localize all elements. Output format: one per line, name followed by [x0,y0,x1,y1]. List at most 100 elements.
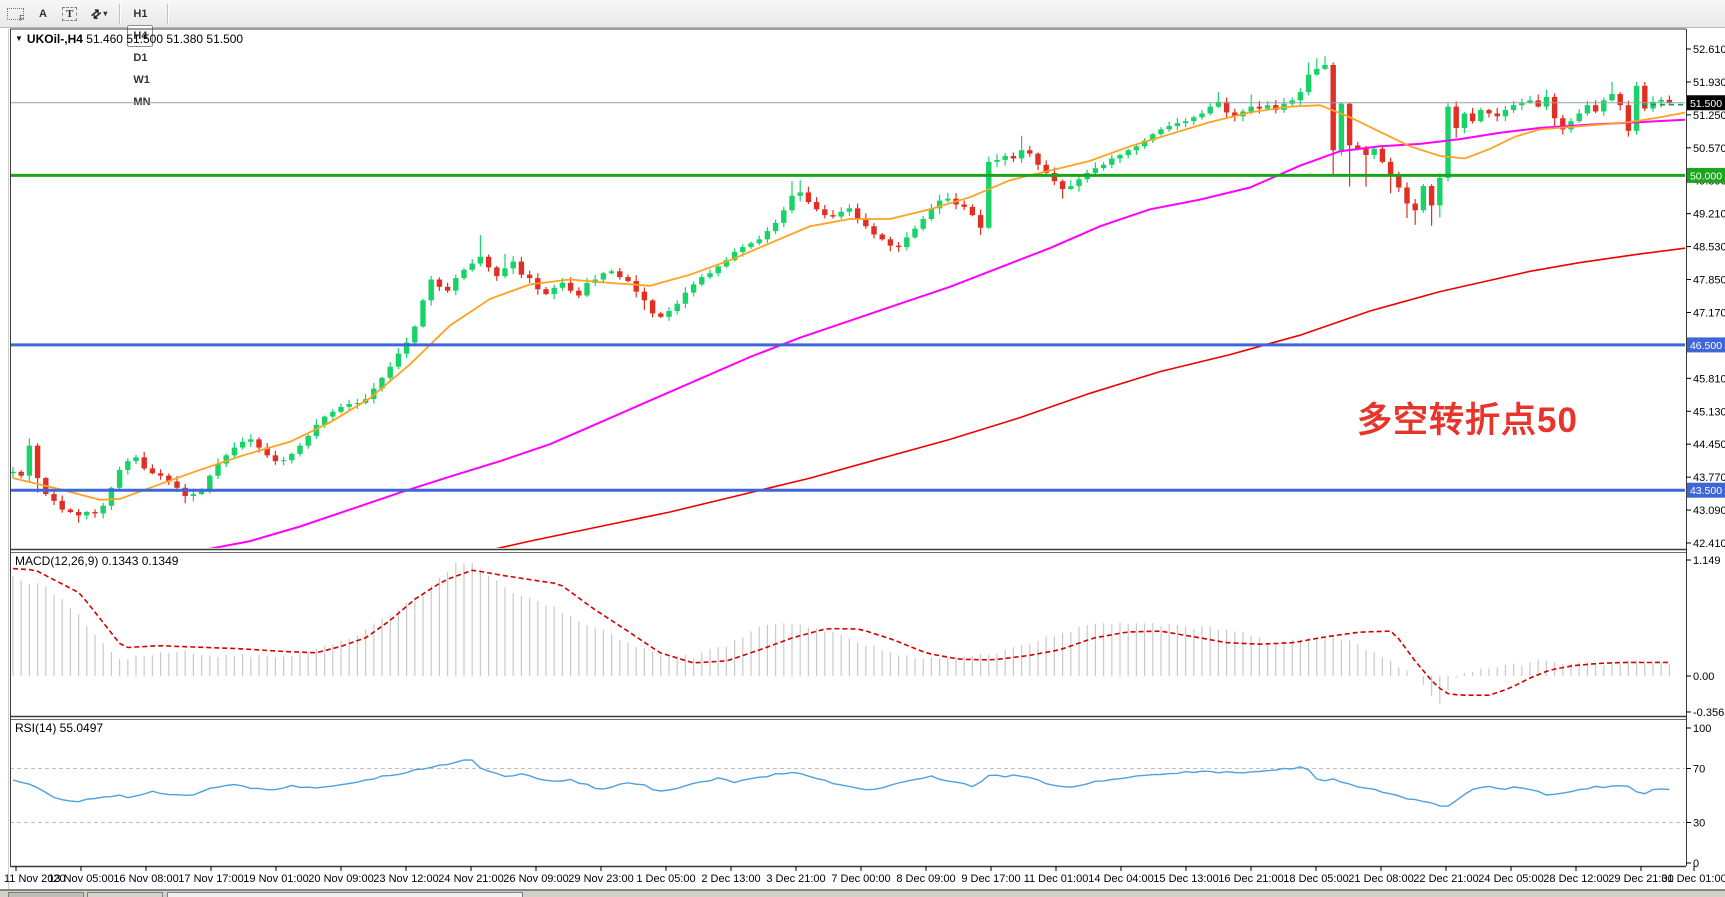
chart-tab[interactable] [8,892,84,897]
svg-text:29 Dec 21:00: 29 Dec 21:00 [1608,873,1673,885]
svg-text:44.450: 44.450 [1693,439,1725,451]
svg-text:17 Nov 17:00: 17 Nov 17:00 [178,873,243,885]
svg-text:43.090: 43.090 [1693,505,1725,517]
main-chart-panel[interactable] [10,56,1686,559]
arrange-windows-button[interactable]: ⇄ ▾ [85,3,113,25]
text-box-icon: T [62,6,78,21]
grid-f-glyph: F [19,13,24,23]
ma-slow-red-line [495,247,1685,548]
svg-text:70: 70 [1693,764,1705,776]
chevron-down-icon: ▾ [103,9,108,18]
svg-text:49.210: 49.210 [1693,209,1725,221]
svg-text:16 Dec 21:00: 16 Dec 21:00 [1218,873,1283,885]
annotation-text: 多空转折点50 [1357,401,1578,440]
svg-text:21 Dec 08:00: 21 Dec 08:00 [1348,873,1413,885]
svg-text:29 Nov 23:00: 29 Nov 23:00 [568,873,633,885]
svg-text:51.500: 51.500 [1690,98,1722,110]
svg-text:16 Nov 08:00: 16 Nov 08:00 [113,873,178,885]
macd-indicator-label: MACD(12,26,9) 0.1343 0.1349 [15,554,179,568]
svg-text:9 Dec 17:00: 9 Dec 17:00 [961,873,1020,885]
svg-text:1.149: 1.149 [1693,555,1721,567]
svg-text:52.610: 52.610 [1693,44,1725,56]
timeframe-button-H1[interactable]: H1 [127,3,153,25]
svg-text:45.810: 45.810 [1693,373,1725,385]
text-box-button[interactable]: T [56,3,83,25]
svg-text:51.250: 51.250 [1693,110,1725,122]
rsi-indicator-label: RSI(14) 55.0497 [15,721,104,735]
toolbar-separator [166,3,169,24]
toolbar-separator [119,3,122,24]
price-box-50.000 [1687,167,1725,183]
macd-signal-line [12,567,1670,697]
svg-text:24 Nov 21:00: 24 Nov 21:00 [438,873,503,885]
svg-text:45.130: 45.130 [1693,406,1725,418]
svg-text:7 Dec 00:00: 7 Dec 00:00 [831,873,890,885]
svg-text:14 Dec 04:00: 14 Dec 04:00 [1088,873,1153,885]
timeframe-button-MN[interactable]: MN [127,91,156,113]
svg-text:30: 30 [1693,818,1705,830]
chart-title: ▼ UKOil-,H4 51.460 51.500 51.380 51.500 [15,32,243,46]
text-label-button[interactable]: A [32,3,54,25]
symbol-label: UKOil-,H4 [26,32,83,46]
svg-text:23 Nov 12:00: 23 Nov 12:00 [373,873,438,885]
toolbar: F A T ⇄ ▾ M1M5M15M30H1H4D1W1MN [0,0,1725,108]
timeframe-button-W1[interactable]: W1 [127,69,156,91]
price-box-51.500 [1687,95,1725,111]
svg-text:43.770: 43.770 [1693,472,1725,484]
timeframe-group: M1M5M15M30H1H4D1W1MN [126,0,161,113]
svg-text:11 Dec 01:00: 11 Dec 01:00 [1024,873,1089,885]
svg-text:22 Dec 21:00: 22 Dec 21:00 [1413,873,1478,885]
svg-text:26 Nov 09:00: 26 Nov 09:00 [503,873,568,885]
svg-text:20 Nov 09:00: 20 Nov 09:00 [308,873,373,885]
svg-text:24 Dec 05:00: 24 Dec 05:00 [1478,873,1543,885]
svg-text:51.930: 51.930 [1693,77,1725,89]
timeframe-button-H4[interactable]: H4 [127,24,154,47]
price-axis[interactable]: 52.61051.93051.25050.57049.89049.21048.5… [1686,44,1725,870]
collapse-triangle-icon: ▼ [15,34,23,43]
svg-text:42.410: 42.410 [1693,538,1725,550]
svg-text:0: 0 [1693,858,1699,870]
svg-text:50.000: 50.000 [1690,170,1722,182]
svg-text:3 Dec 21:00: 3 Dec 21:00 [766,873,825,885]
ma-fast-orange-line [12,104,1685,501]
candles-layer [11,56,1673,523]
svg-text:15 Dec 13:00: 15 Dec 13:00 [1153,873,1218,885]
svg-text:50.570: 50.570 [1693,143,1725,155]
templates-grid-button[interactable]: F [1,3,30,25]
dotted-grid-icon: F [7,7,24,23]
svg-text:46.500: 46.500 [1690,340,1722,352]
chart-tab[interactable] [167,892,523,897]
svg-text:18 Dec 05:00: 18 Dec 05:00 [1283,873,1348,885]
svg-text:1 Dec 05:00: 1 Dec 05:00 [636,873,695,885]
svg-text:28 Dec 12:00: 28 Dec 12:00 [1543,873,1608,885]
svg-text:47.850: 47.850 [1693,275,1725,287]
svg-text:13 Nov 05:00: 13 Nov 05:00 [48,873,113,885]
panel-frames [0,28,1725,890]
svg-text:-0.3563: -0.3563 [1693,707,1725,719]
rsi-panel[interactable] [10,759,1686,823]
svg-text:48.530: 48.530 [1693,242,1725,254]
rsi-line [12,759,1670,807]
svg-text:47.170: 47.170 [1693,307,1725,319]
chart-tabs-strip [0,890,1725,897]
svg-text:31 Dec 01:00: 31 Dec 01:00 [1661,873,1725,885]
svg-text:19 Nov 01:00: 19 Nov 01:00 [243,873,308,885]
price-box-43.500 [1687,482,1725,498]
svg-text:11 Nov 2020: 11 Nov 2020 [4,873,66,885]
ma-mid-magenta-line [208,118,1685,548]
chart-tab[interactable] [87,892,163,897]
price-box-46.500 [1687,337,1725,353]
svg-text:43.500: 43.500 [1690,485,1722,497]
timeframe-button-D1[interactable]: D1 [127,47,153,69]
macd-panel[interactable] [12,562,1671,704]
svg-text:8 Dec 09:00: 8 Dec 09:00 [896,873,955,885]
svg-text:100: 100 [1693,723,1711,735]
svg-text:2 Dec 13:00: 2 Dec 13:00 [701,873,760,885]
text-label-icon: A [39,7,47,20]
ohlc-values: 51.460 51.500 51.380 51.500 [86,32,244,46]
svg-text:0.00: 0.00 [1693,671,1714,683]
